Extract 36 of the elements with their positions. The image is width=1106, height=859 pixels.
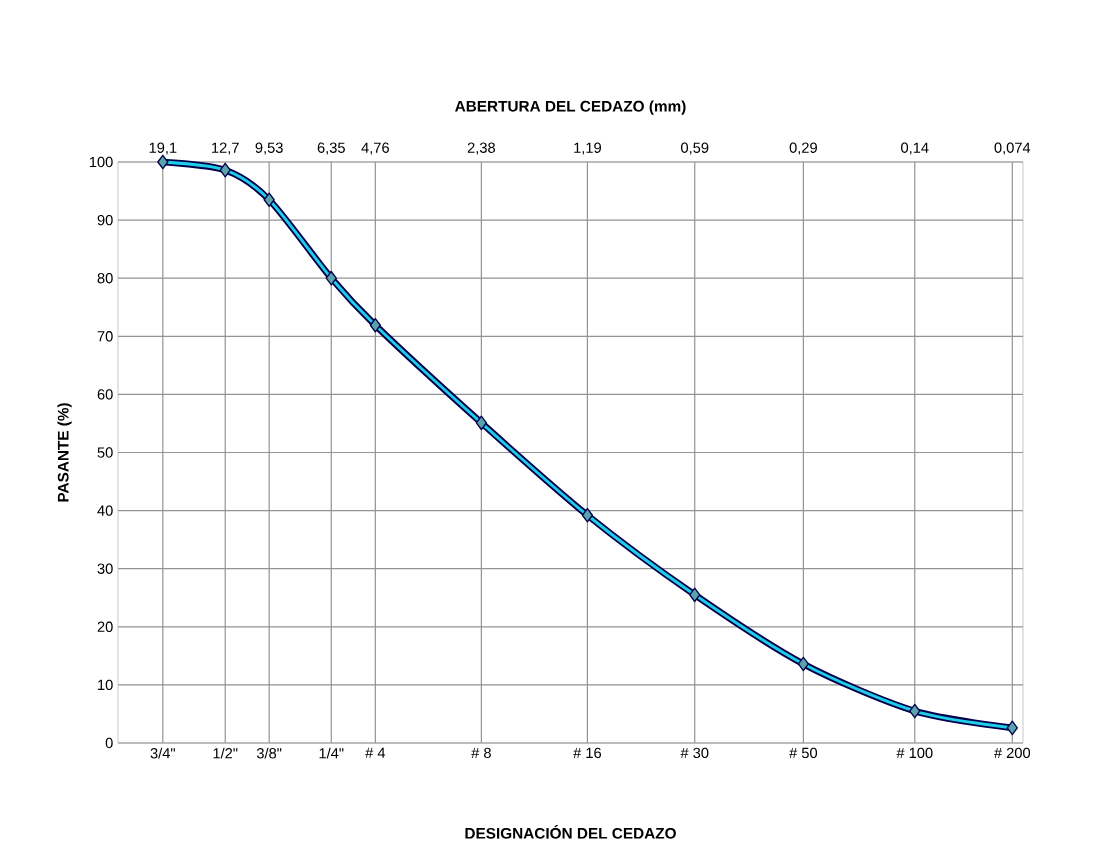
- x-tick-label: 2,38: [467, 142, 495, 155]
- text: # 8: [471, 747, 491, 759]
- text: # 100: [896, 747, 933, 759]
- text: DESIGNACIÓN DEL CEDAZO: [465, 825, 676, 839]
- text: 3/4": [150, 747, 175, 759]
- y-tick-label: 100: [89, 156, 113, 168]
- x-tick-label: 0,29: [789, 142, 817, 155]
- text: 3/8": [256, 747, 282, 759]
- y-tick-label: 70: [97, 331, 113, 342]
- x-tick-label: 0,59: [681, 142, 709, 155]
- x-tick-label: 6,35: [317, 142, 345, 155]
- y-tick-label: 0: [105, 737, 113, 749]
- text: 1/2": [213, 747, 238, 759]
- y-tick-label: 90: [97, 214, 113, 226]
- text: # 30: [680, 747, 709, 759]
- y-tick-label: 50: [97, 447, 113, 458]
- x-tick-label: 9,53: [255, 142, 283, 155]
- y-tick-label: 20: [97, 621, 113, 632]
- y-tick-label: 80: [97, 273, 113, 284]
- y-tick-label: 10: [98, 679, 113, 691]
- text: # 200: [994, 747, 1031, 759]
- y-tick-label: 60: [97, 389, 113, 400]
- x-axis-title: ABERTURA DEL CEDAZO (mm): [455, 100, 686, 115]
- text: # 16: [573, 747, 602, 759]
- y-axis-title: PASANTE (%): [57, 403, 72, 502]
- text: 1/4": [319, 747, 344, 759]
- x-tick-label: 1,19: [574, 142, 601, 155]
- text: # 50: [789, 747, 818, 759]
- x-tick-label: 4,76: [361, 142, 389, 155]
- x-tick-label: 19,1: [149, 142, 177, 155]
- x-tick-label: 0,074: [994, 142, 1031, 155]
- y-tick-label: 30: [97, 563, 113, 574]
- text: # 4: [365, 747, 386, 758]
- x-tick-label: 12,7: [212, 142, 239, 155]
- x-tick-label: 0,14: [901, 142, 929, 155]
- y-tick-label: 40: [97, 505, 113, 516]
